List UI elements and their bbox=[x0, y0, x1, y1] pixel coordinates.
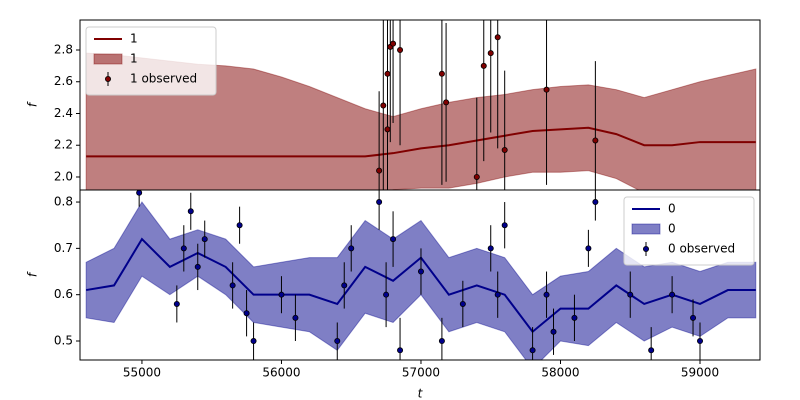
y-tick-label: 2.2 bbox=[54, 138, 73, 152]
y-tick-label: 0.5 bbox=[54, 334, 73, 348]
observed-point bbox=[376, 167, 383, 174]
observed-point bbox=[592, 199, 599, 206]
mean-line bbox=[86, 126, 756, 158]
observed-point bbox=[201, 236, 208, 243]
y-axis-label: f bbox=[26, 101, 40, 107]
observed-point bbox=[194, 263, 201, 270]
observed-point bbox=[397, 47, 404, 54]
observed-point bbox=[229, 282, 236, 289]
y-tick-label: 2.0 bbox=[54, 169, 73, 183]
x-tick-label: 59000 bbox=[681, 366, 719, 380]
observed-point bbox=[173, 300, 180, 307]
observed-point bbox=[487, 50, 494, 57]
observed-point bbox=[697, 338, 704, 345]
legend-label: 1 bbox=[130, 52, 138, 66]
observed-point bbox=[384, 126, 391, 133]
observed-point bbox=[543, 86, 550, 93]
observed-point bbox=[376, 199, 383, 206]
x-axis-label: t bbox=[418, 387, 424, 400]
legend-point bbox=[105, 76, 112, 83]
legend-label: 1 bbox=[130, 32, 138, 46]
observed-point bbox=[417, 268, 424, 275]
plot-area bbox=[85, 190, 757, 360]
y-tick-label: 2.8 bbox=[54, 43, 73, 57]
observed-point bbox=[438, 70, 445, 77]
observed-point bbox=[529, 347, 536, 354]
y-axis-label: f bbox=[26, 271, 40, 277]
observed-point bbox=[480, 62, 487, 69]
legend-point bbox=[643, 245, 650, 252]
observed-point bbox=[473, 173, 480, 180]
observed-point bbox=[592, 137, 599, 144]
observed-point bbox=[669, 291, 676, 298]
observed-point bbox=[501, 146, 508, 153]
observed-point bbox=[180, 245, 187, 252]
x-tick-label: 58000 bbox=[541, 366, 579, 380]
legend: 1 1 1 observed bbox=[85, 26, 217, 96]
legend-patch bbox=[631, 223, 661, 235]
observed-point bbox=[397, 347, 404, 354]
observed-point bbox=[348, 245, 355, 252]
x-tick-label: 56000 bbox=[262, 366, 300, 380]
x-tick-label: 57000 bbox=[402, 366, 440, 380]
observed-point bbox=[383, 291, 390, 298]
legend-label: 0 bbox=[668, 202, 676, 216]
legend-patch bbox=[93, 53, 123, 65]
observed-point bbox=[136, 190, 143, 196]
observed-point bbox=[443, 99, 450, 106]
observed-point bbox=[278, 291, 285, 298]
observed-point bbox=[187, 208, 194, 215]
y-tick-label: 2.6 bbox=[54, 74, 73, 88]
observed-point bbox=[250, 338, 257, 345]
observed-point bbox=[390, 236, 397, 243]
legend-frame bbox=[85, 26, 217, 96]
observed-point bbox=[690, 314, 697, 321]
observed-point bbox=[648, 347, 655, 354]
legend-label: 1 observed bbox=[130, 72, 197, 86]
observed-point bbox=[380, 102, 387, 109]
observed-point bbox=[550, 328, 557, 335]
x-tick-label: 55000 bbox=[123, 366, 161, 380]
observed-point bbox=[341, 282, 348, 289]
legend: 0 0 0 observed bbox=[623, 196, 755, 266]
observed-point bbox=[585, 245, 592, 252]
observed-point bbox=[571, 314, 578, 321]
legend-label: 0 observed bbox=[668, 242, 735, 256]
observed-point bbox=[459, 300, 466, 307]
y-tick-label: 0.8 bbox=[54, 195, 73, 209]
observed-point bbox=[243, 310, 250, 317]
y-tick-label: 0.7 bbox=[54, 241, 73, 255]
observed-point bbox=[487, 245, 494, 252]
y-tick-label: 2.4 bbox=[54, 106, 73, 120]
observed-point bbox=[494, 291, 501, 298]
plot-area bbox=[85, 20, 757, 190]
observed-point bbox=[501, 222, 508, 229]
axes-frame bbox=[79, 189, 761, 361]
y-tick-label: 0.6 bbox=[54, 287, 73, 301]
legend-label: 0 bbox=[668, 222, 676, 236]
observed-point bbox=[543, 291, 550, 298]
observed-point bbox=[438, 338, 445, 345]
observed-point bbox=[627, 291, 634, 298]
observed-point bbox=[390, 40, 397, 47]
legend-frame bbox=[623, 196, 755, 266]
observed-point bbox=[494, 34, 501, 41]
observed-point bbox=[236, 222, 243, 229]
observed-point bbox=[334, 338, 341, 345]
observed-point bbox=[384, 70, 391, 77]
observed-point bbox=[292, 314, 299, 321]
